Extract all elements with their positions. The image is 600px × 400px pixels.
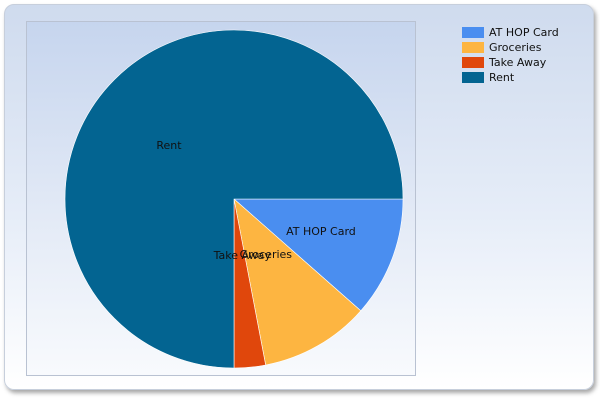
legend-label-at-hop-card: AT HOP Card: [489, 26, 559, 39]
legend-swatch-groceries: [462, 42, 484, 53]
slice-label-take-away: Take Away: [213, 249, 272, 262]
legend-label-rent: Rent: [489, 71, 515, 84]
legend-item-at-hop-card: AT HOP Card: [462, 25, 559, 40]
legend-label-groceries: Groceries: [489, 41, 542, 54]
slice-label-rent: Rent: [156, 139, 182, 152]
legend-swatch-rent: [462, 72, 484, 83]
legend: AT HOP Card Groceries Take Away Rent: [462, 25, 559, 85]
legend-item-take-away: Take Away: [462, 55, 559, 70]
pie-slice-groceries: [233, 198, 362, 366]
legend-swatch-at-hop-card: [462, 27, 484, 38]
slice-label-at-hop-card: AT HOP Card: [286, 225, 356, 238]
slice-label-groceries: Groceries: [240, 248, 293, 261]
pie-slice-rent: [64, 29, 404, 369]
legend-item-rent: Rent: [462, 70, 559, 85]
pie-slice-at-hop-card: [233, 198, 404, 312]
legend-label-take-away: Take Away: [489, 56, 547, 69]
legend-swatch-take-away: [462, 57, 484, 68]
chart-frame: AT HOP Card Groceries Take Away Rent AT HOP…: [4, 4, 594, 390]
legend-item-groceries: Groceries: [462, 40, 559, 55]
